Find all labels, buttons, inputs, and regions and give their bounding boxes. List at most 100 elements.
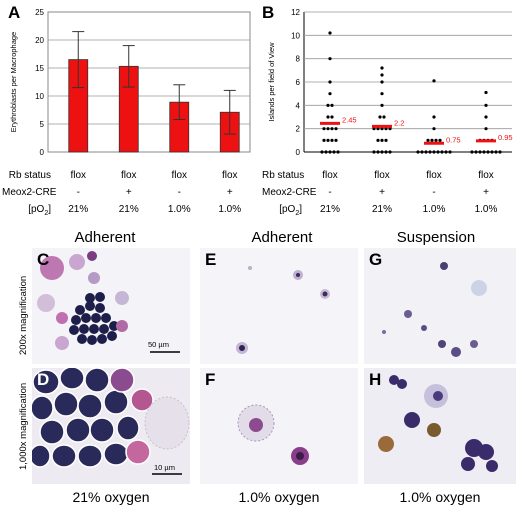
data-point bbox=[448, 150, 452, 154]
y-axis-label: Islands per field of View bbox=[267, 42, 276, 122]
scalebar-10um: 10 µm bbox=[154, 463, 175, 472]
caption-1-oxygen-suspension: 1.0% oxygen bbox=[399, 489, 481, 505]
y-tick-label: 0 bbox=[296, 148, 301, 157]
data-point bbox=[484, 127, 488, 131]
column-title-suspension: Suspension bbox=[396, 229, 476, 246]
data-point bbox=[484, 103, 488, 107]
data-point bbox=[326, 103, 330, 107]
data-point bbox=[420, 150, 424, 154]
y-axis-label: Erythroblasts per Macrophage bbox=[9, 32, 18, 132]
data-point bbox=[380, 150, 384, 154]
panel-a-letter: A bbox=[8, 3, 21, 22]
meox2-cre-row-label: Meox2-CRE bbox=[262, 187, 317, 198]
data-point bbox=[486, 150, 490, 154]
micrograph-g-image bbox=[382, 262, 487, 357]
data-point bbox=[372, 127, 376, 131]
po2-cell: 1.0% bbox=[218, 204, 242, 215]
data-point bbox=[334, 127, 338, 131]
y-tick-label: 10 bbox=[35, 92, 44, 101]
rb-status-row-label: Rb status bbox=[262, 170, 305, 181]
data-point bbox=[380, 138, 384, 142]
data-point bbox=[326, 138, 330, 142]
data-point bbox=[326, 127, 330, 131]
y-tick-label: 20 bbox=[35, 36, 44, 45]
po2-cell: 1.0% bbox=[474, 204, 498, 215]
data-point bbox=[328, 92, 332, 96]
micrograph-e-image bbox=[236, 266, 330, 354]
data-point bbox=[474, 150, 478, 154]
panel-e-letter: E bbox=[205, 250, 217, 269]
mean-label: 2.45 bbox=[342, 115, 357, 124]
micrograph-h-image bbox=[378, 375, 498, 472]
data-point bbox=[330, 127, 334, 131]
data-point bbox=[436, 150, 440, 154]
rb-status-row-label: Rb status bbox=[8, 170, 51, 181]
column-title-adherent-2: Adherent bbox=[251, 229, 313, 246]
column-title-adherent-1: Adherent bbox=[74, 229, 136, 246]
panel-g-letter: G bbox=[369, 250, 383, 269]
data-point bbox=[432, 127, 436, 131]
po2-cell: 21% bbox=[68, 204, 89, 215]
row-label-200x: 200x magnification bbox=[18, 275, 29, 355]
data-point bbox=[388, 150, 392, 154]
rb-status-cell: flox bbox=[171, 170, 188, 181]
po2-cell: 1.0% bbox=[422, 204, 446, 215]
meox2-cre-cell: - bbox=[177, 187, 181, 198]
y-tick-label: 0 bbox=[40, 148, 45, 157]
data-point bbox=[434, 138, 438, 142]
data-point bbox=[336, 150, 340, 154]
data-point bbox=[324, 150, 328, 154]
data-point bbox=[380, 127, 384, 131]
micrograph-e: E bbox=[200, 248, 358, 364]
data-point bbox=[380, 92, 384, 96]
data-point bbox=[332, 150, 336, 154]
data-point bbox=[428, 150, 432, 154]
y-tick-label: 10 bbox=[291, 31, 300, 40]
meox2-cre-cell: + bbox=[379, 187, 385, 198]
data-point bbox=[330, 138, 334, 142]
data-point bbox=[388, 127, 392, 131]
panel-f-letter: F bbox=[205, 370, 216, 389]
data-point bbox=[498, 150, 502, 154]
data-point bbox=[384, 127, 388, 131]
caption-21-oxygen: 21% oxygen bbox=[72, 489, 150, 505]
po2-cell: 21% bbox=[319, 204, 340, 215]
data-point bbox=[432, 150, 436, 154]
data-point bbox=[326, 115, 330, 119]
data-point bbox=[380, 103, 384, 107]
data-point bbox=[328, 150, 332, 154]
plot-frame bbox=[47, 11, 251, 153]
data-point bbox=[320, 150, 324, 154]
panel-d-letter: D bbox=[37, 370, 50, 389]
data-point bbox=[416, 150, 420, 154]
panel-b-scatter-chart: 0 2 4 6 8 10 12 Islands per field of View 2.45 2.… bbox=[267, 8, 513, 157]
data-point bbox=[494, 150, 498, 154]
data-point bbox=[470, 150, 474, 154]
data-point bbox=[384, 138, 388, 142]
panel-h-letter: H bbox=[369, 370, 382, 389]
y-tick-label: 25 bbox=[35, 8, 44, 17]
y-tick-label: 5 bbox=[40, 120, 45, 129]
po2-row-label: [pO2] bbox=[28, 204, 51, 217]
scalebar-50um: 50 µm bbox=[148, 340, 169, 349]
data-point bbox=[384, 150, 388, 154]
y-tick-label: 6 bbox=[296, 78, 301, 87]
meox2-cre-row-label: Meox2-CRE bbox=[2, 187, 57, 198]
panel-b-condition-table: Rb status flox flox flox flox Meox2-CRE - + - + [p… bbox=[260, 170, 520, 220]
meox2-cre-cell: + bbox=[483, 187, 489, 198]
data-point bbox=[380, 73, 384, 77]
data-point bbox=[438, 138, 442, 142]
data-point bbox=[484, 115, 488, 119]
data-point bbox=[376, 127, 380, 131]
data-point bbox=[328, 31, 332, 35]
micrograph-c: C 50 µm bbox=[32, 248, 190, 364]
rb-status-cell: flox bbox=[478, 170, 494, 181]
micrograph-d-image bbox=[32, 368, 190, 475]
meox2-cre-cell: - bbox=[76, 187, 80, 198]
data-point bbox=[482, 150, 486, 154]
y-tick-label: 2 bbox=[296, 125, 301, 134]
data-point bbox=[444, 150, 448, 154]
data-point bbox=[378, 115, 382, 119]
data-point bbox=[432, 79, 436, 83]
y-tick-label: 4 bbox=[296, 101, 301, 110]
